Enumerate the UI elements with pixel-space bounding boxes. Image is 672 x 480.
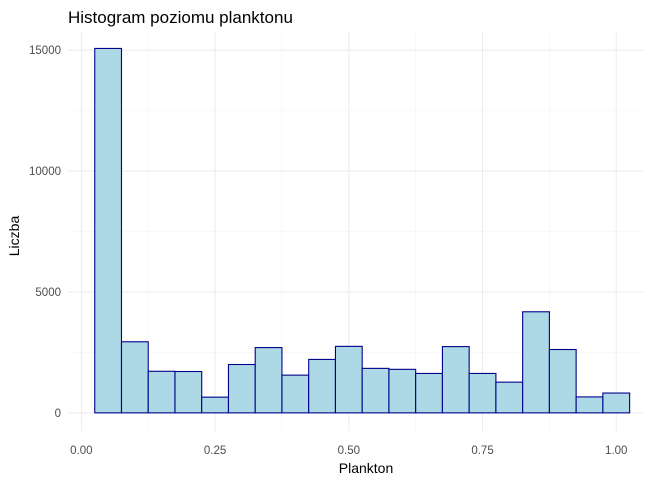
x-axis-title: Plankton (339, 460, 393, 476)
y-axis-ticks: 0 5000 10000 15000 (29, 45, 61, 420)
histogram-bar (174, 370, 203, 414)
histogram-bar (388, 368, 417, 414)
histogram-bar (415, 372, 443, 414)
histogram-bar (120, 341, 149, 414)
x-tick-label: 1.00 (605, 445, 627, 457)
histogram-bar (147, 370, 176, 414)
histogram-bar (227, 363, 256, 414)
histogram-bar (548, 348, 577, 414)
histogram-bar (94, 47, 123, 414)
y-tick-label: 15000 (29, 45, 61, 57)
histogram-bar (308, 358, 336, 414)
y-tick-label: 10000 (29, 166, 61, 178)
histogram-bars (94, 47, 631, 414)
histogram-bar (468, 372, 497, 414)
x-tick-label: 0.75 (471, 445, 493, 457)
y-tick-label: 0 (55, 408, 61, 420)
histogram-bar (281, 374, 310, 414)
histogram-bar (441, 346, 470, 414)
histogram-bar (254, 347, 283, 414)
histogram-bar (361, 367, 390, 414)
histogram-bar (334, 345, 363, 414)
x-tick-label: 0.00 (70, 445, 92, 457)
histogram-bar (522, 311, 550, 414)
x-tick-label: 0.50 (338, 445, 360, 457)
y-tick-label: 5000 (35, 287, 61, 299)
chart-title: Histogram poziomu planktonu (68, 8, 293, 27)
histogram-bar (602, 392, 631, 414)
x-axis-ticks: 0.00 0.25 0.50 0.75 1.00 (70, 445, 627, 457)
x-tick-label: 0.25 (204, 445, 226, 457)
histogram-bar (495, 381, 524, 414)
histogram-bar (575, 396, 604, 414)
y-axis-title: Liczba (6, 216, 22, 257)
histogram-bar (201, 396, 230, 414)
